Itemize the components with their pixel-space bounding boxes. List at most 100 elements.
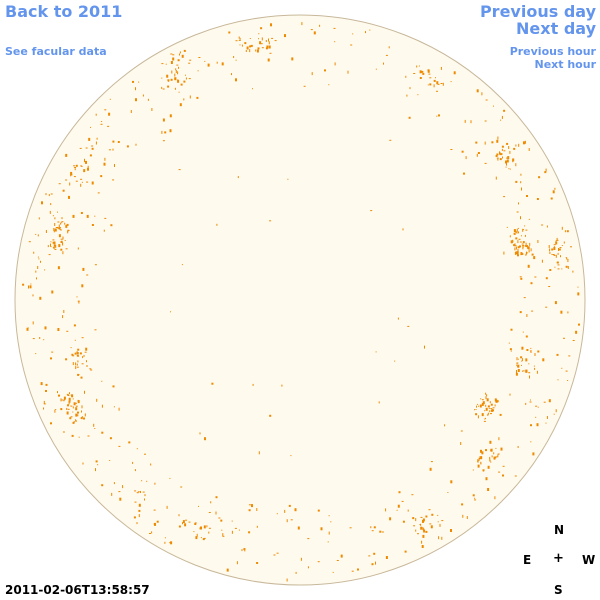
facula-mark [80, 212, 83, 214]
facula-mark [138, 81, 140, 83]
facula-mark [231, 73, 232, 76]
facula-mark [530, 347, 532, 349]
facula-mark [413, 525, 416, 527]
facula-mark [347, 70, 349, 74]
facula-mark [53, 246, 55, 249]
facula-mark [524, 140, 526, 144]
facula-mark [66, 407, 68, 410]
facula-mark [62, 431, 65, 433]
facula-mark [566, 230, 569, 233]
facula-mark [402, 228, 404, 231]
facula-mark [170, 61, 173, 64]
facula-mark [164, 131, 167, 134]
facula-mark [416, 65, 418, 68]
facula-mark [551, 248, 554, 251]
facula-mark [86, 365, 88, 367]
facula-mark [549, 269, 552, 271]
facula-mark [146, 480, 148, 482]
facula-mark [76, 354, 79, 357]
facula-mark [555, 409, 557, 413]
facula-mark [519, 245, 521, 248]
facula-mark [95, 113, 97, 116]
facula-mark [461, 150, 464, 153]
facula-mark [447, 492, 449, 493]
facula-mark [494, 398, 497, 402]
facula-mark [461, 503, 464, 506]
facula-mark [75, 180, 78, 182]
facula-mark [68, 401, 70, 405]
facula-mark [215, 511, 217, 515]
previous-day-link[interactable]: Previous day [479, 2, 596, 21]
facula-mark [149, 533, 151, 534]
facula-mark [433, 84, 435, 88]
facula-mark [170, 78, 173, 81]
facula-mark [428, 73, 431, 75]
back-to-year-link[interactable]: Back to 2011 [5, 2, 123, 21]
facula-mark [100, 175, 103, 178]
facula-mark [516, 211, 519, 213]
facula-mark [170, 541, 173, 545]
see-facular-data-link[interactable]: See facular data [5, 45, 107, 58]
facula-mark [419, 524, 421, 525]
facula-mark [94, 215, 96, 217]
facula-mark [518, 238, 521, 240]
facula-mark [107, 125, 110, 127]
facula-mark [108, 112, 111, 116]
facula-mark [485, 417, 486, 419]
facula-mark [76, 296, 78, 298]
facula-mark [166, 505, 168, 509]
facula-mark [164, 541, 166, 544]
facula-mark [77, 300, 80, 302]
facula-mark [481, 456, 483, 460]
facula-mark [563, 337, 565, 339]
facula-mark [75, 405, 78, 407]
facula-mark [284, 509, 286, 513]
facula-mark [249, 38, 251, 39]
facula-mark [274, 40, 277, 42]
facula-mark [153, 509, 156, 511]
facula-mark [136, 448, 138, 450]
facula-mark [260, 27, 263, 30]
facula-mark [53, 228, 55, 231]
facula-mark [271, 37, 274, 39]
facula-mark [319, 24, 321, 27]
facula-mark [52, 215, 54, 217]
facula-mark [174, 73, 176, 77]
facula-mark [557, 379, 559, 381]
facula-mark [151, 108, 153, 111]
next-hour-link[interactable]: Next hour [534, 58, 597, 71]
facula-mark [113, 482, 115, 485]
facula-mark [481, 413, 484, 417]
facula-mark [286, 578, 288, 582]
facula-mark [558, 248, 559, 251]
facula-mark [440, 66, 442, 70]
facula-mark [497, 454, 499, 456]
facula-mark [334, 41, 336, 43]
facula-mark [135, 87, 136, 91]
facula-mark [553, 413, 555, 415]
facula-mark [57, 221, 60, 223]
facula-mark [303, 85, 306, 87]
facula-mark [435, 77, 436, 79]
facula-mark [59, 227, 61, 228]
facula-mark [153, 523, 155, 526]
facula-mark [89, 368, 92, 370]
facula-mark [199, 432, 201, 435]
facula-mark [450, 529, 452, 532]
facula-mark [503, 109, 506, 112]
facula-mark [103, 229, 105, 232]
next-day-link[interactable]: Next day [516, 19, 596, 38]
facula-mark [513, 244, 516, 247]
facula-mark [96, 398, 98, 402]
facula-mark [81, 284, 84, 288]
facula-mark [58, 234, 61, 238]
facula-mark [479, 456, 482, 460]
facula-mark [181, 54, 184, 58]
facula-mark [281, 384, 283, 387]
facula-mark [90, 369, 93, 371]
facula-mark [424, 345, 425, 349]
facula-mark [60, 238, 63, 240]
facula-mark [36, 277, 37, 280]
previous-hour-link[interactable]: Previous hour [509, 45, 596, 58]
facula-mark [544, 171, 547, 174]
